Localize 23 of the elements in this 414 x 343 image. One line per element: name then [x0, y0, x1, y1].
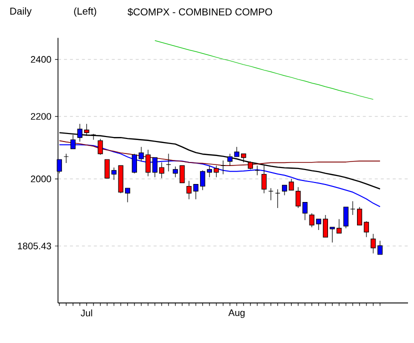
candlestick	[220, 160, 226, 175]
candlestick	[364, 220, 369, 238]
candlestick	[302, 202, 308, 220]
x-tick-label: Jul	[80, 309, 92, 316]
y-tick-label: 1805.43	[18, 242, 52, 250]
candlestick	[282, 184, 288, 196]
candlestick	[357, 206, 362, 226]
y-tick-label: 2200	[30, 113, 52, 120]
candlestick	[254, 165, 260, 176]
chart-title: $COMPX - COMBINED COMPO	[128, 8, 272, 16]
y-tick-label: 2400	[30, 56, 52, 63]
candlestick	[296, 186, 301, 208]
candlestick	[288, 178, 294, 190]
candlestick	[98, 138, 103, 156]
y-tick-label: 2000	[30, 176, 52, 182]
candlestick	[343, 206, 348, 228]
candlestick	[104, 159, 110, 178]
candlestick	[350, 200, 356, 216]
candlestick	[275, 188, 280, 208]
text: Daily	[10, 7, 32, 17]
text: (Left)	[74, 7, 96, 17]
x-tick-label: Aug	[228, 309, 245, 318]
candlestick	[166, 154, 172, 172]
